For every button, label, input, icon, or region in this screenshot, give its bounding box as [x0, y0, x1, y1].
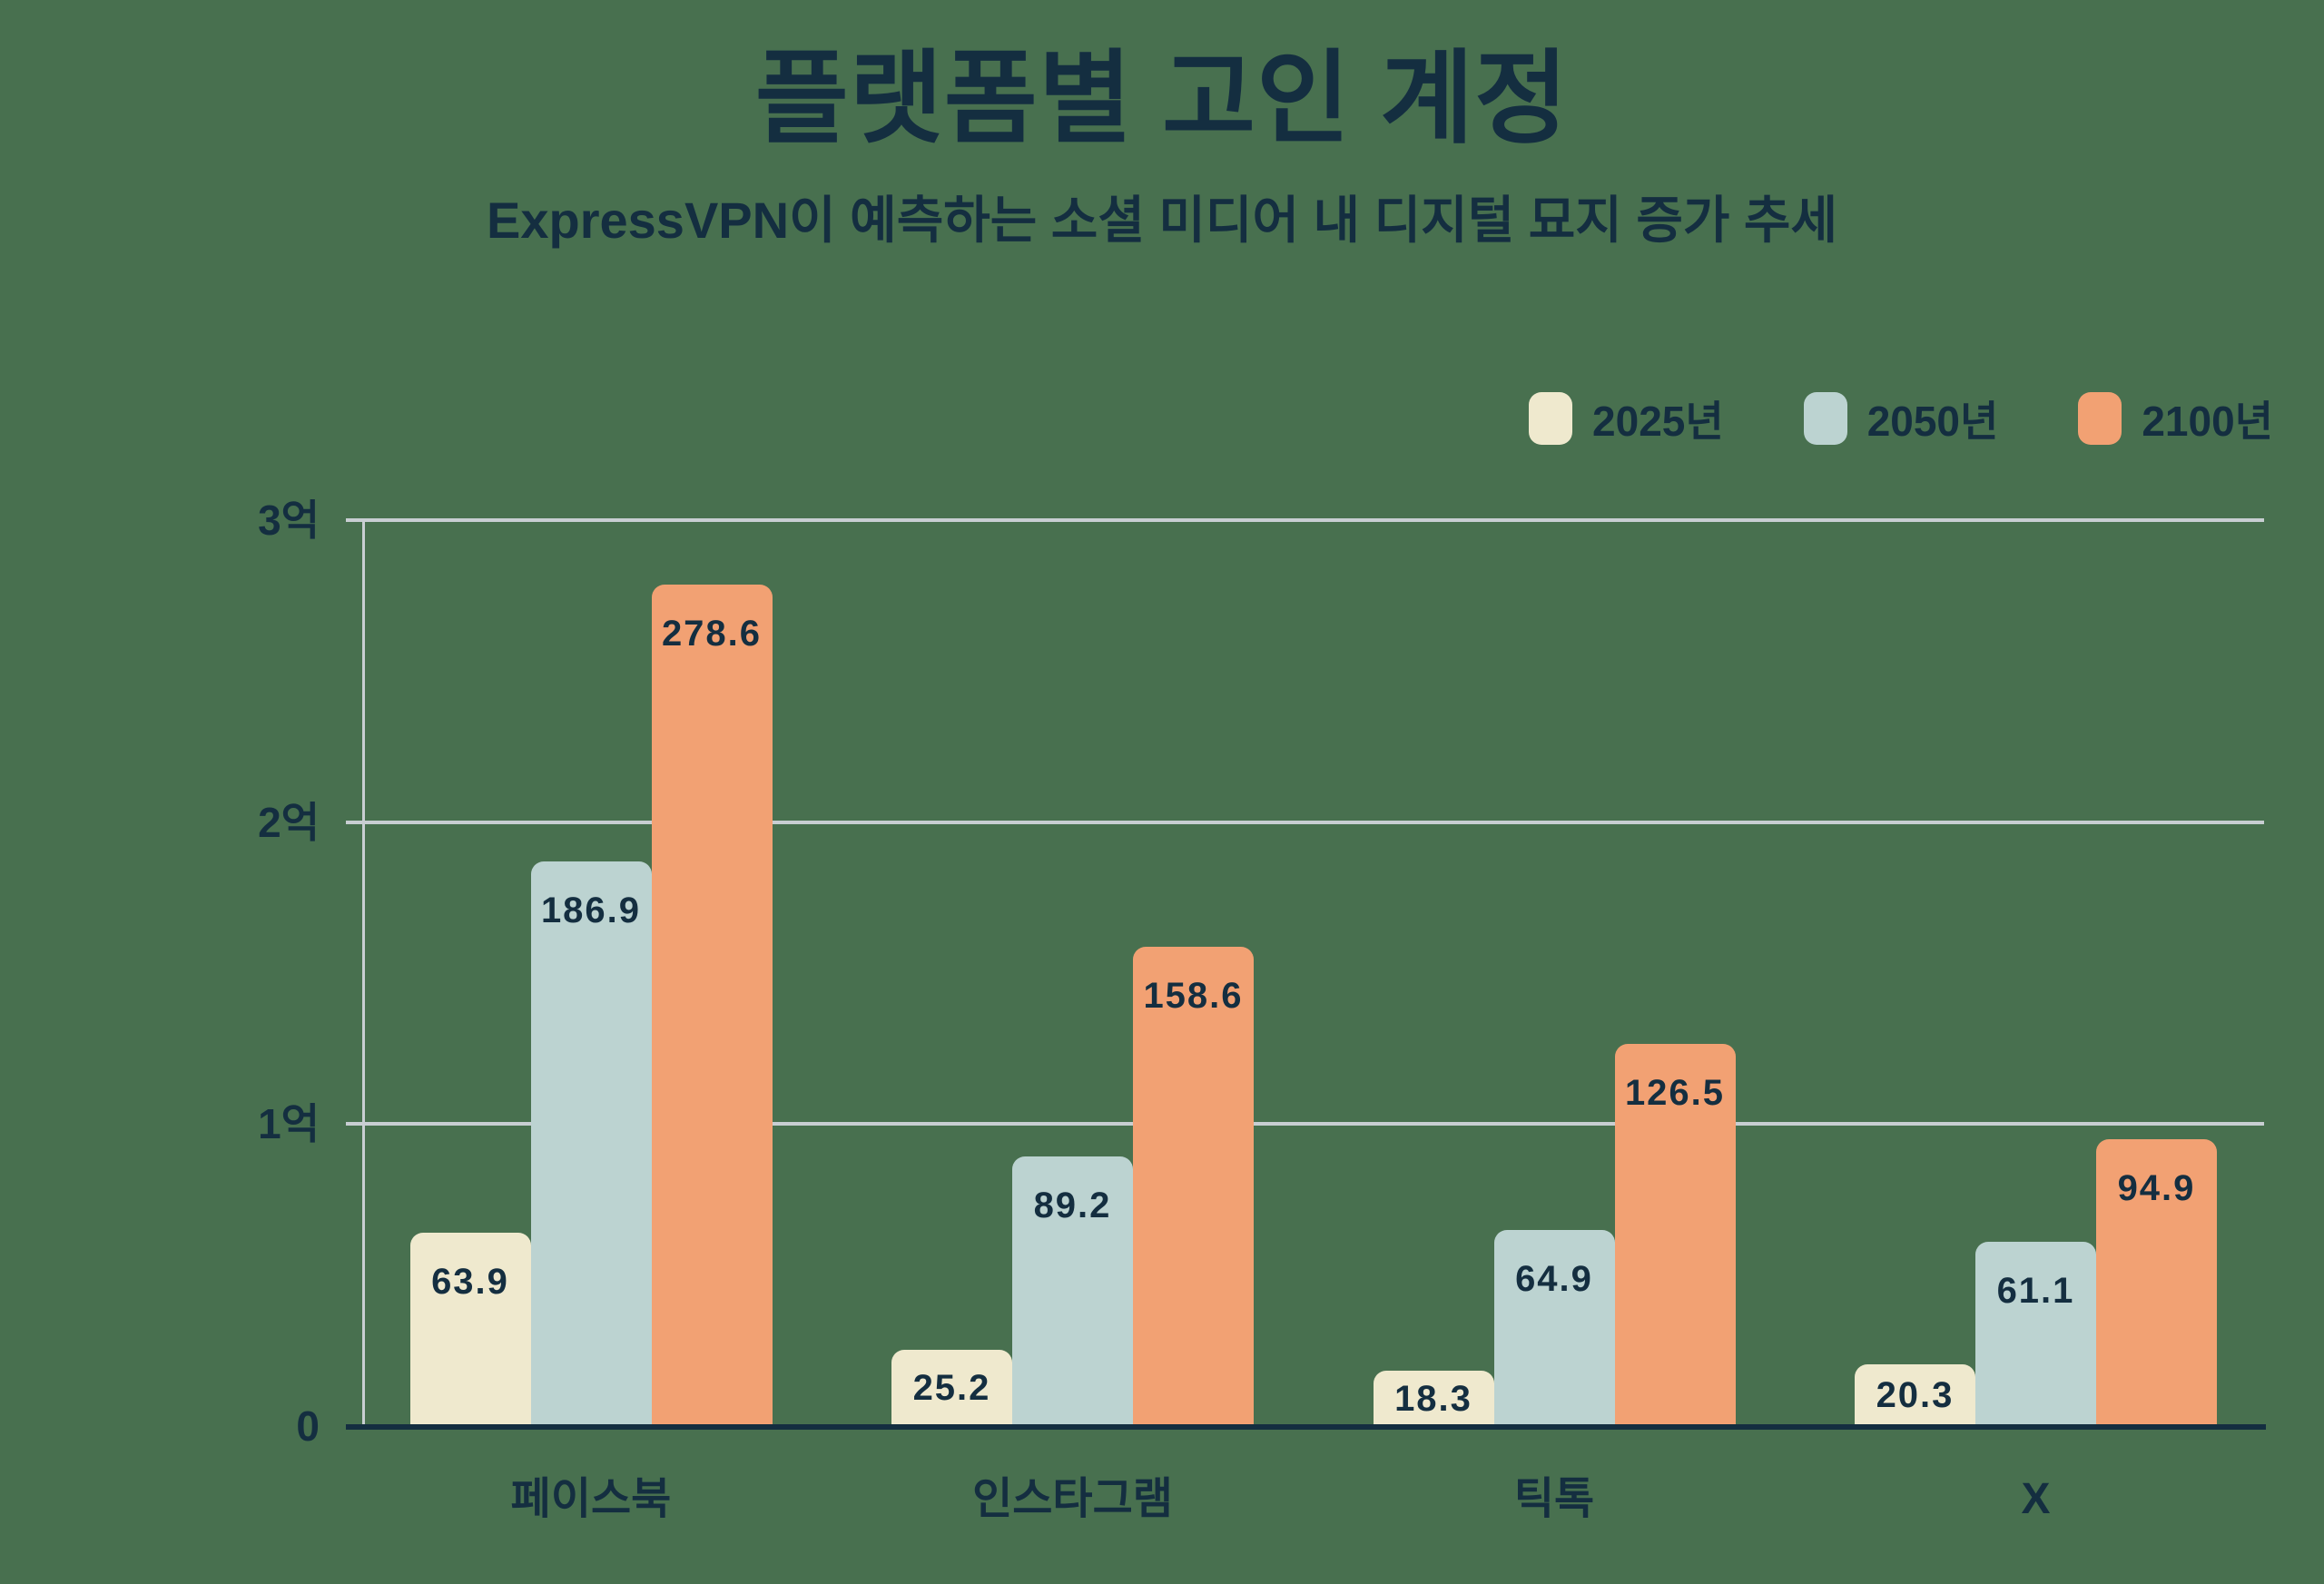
y-tick-label-0: 0 — [296, 1402, 320, 1450]
bar-value-label: 94.9 — [2117, 1168, 2196, 1209]
legend-label-2100년: 2100년 — [2142, 398, 2273, 445]
legend: 2025년 2050년 2100년 — [1529, 389, 2273, 448]
gridline-2억 — [346, 820, 2264, 824]
legend-item-2100년: 2100년 — [2078, 389, 2273, 448]
category-label-인스타그램: 인스타그램 — [972, 1475, 1173, 1523]
bar-틱톡-2100년: 126.5 — [1614, 1044, 1736, 1426]
y-axis-line — [362, 519, 365, 1426]
category-label-페이스북: 페이스북 — [510, 1475, 672, 1523]
bar-value-label: 20.3 — [1876, 1375, 1955, 1416]
chart-subtitle: ExpressVPN이 예측하는 소셜 미디어 내 디지털 묘지 증가 추세 — [487, 192, 1837, 249]
bar-인스타그램-2100년: 158.6 — [1133, 947, 1254, 1426]
bar-value-label: 64.9 — [1515, 1259, 1593, 1300]
bar-value-label: 278.6 — [661, 614, 763, 654]
bar-틱톡-2050년: 64.9 — [1493, 1230, 1615, 1426]
bar-페이스북-2025년: 63.9 — [409, 1233, 531, 1426]
y-tick-label-3억: 3억 — [258, 496, 320, 544]
bar-인스타그램-2025년: 25.2 — [891, 1350, 1012, 1426]
legend-swatch-2100년 — [2078, 392, 2122, 445]
bar-value-label: 61.1 — [1996, 1270, 2075, 1311]
bar-X-2100년: 94.9 — [2096, 1139, 2217, 1426]
legend-swatch-2025년 — [1529, 392, 1573, 445]
bar-value-label: 63.9 — [431, 1262, 509, 1303]
y-tick-label-1억: 1억 — [258, 1100, 320, 1148]
legend-item-2050년: 2050년 — [1803, 389, 1999, 448]
bar-페이스북-2100년: 278.6 — [651, 585, 773, 1426]
bar-value-label: 158.6 — [1143, 976, 1244, 1017]
x-axis-line — [346, 1424, 2266, 1430]
gridline-3억 — [346, 517, 2264, 522]
category-label-X: X — [2021, 1475, 2051, 1523]
category-label-틱톡: 틱톡 — [1513, 1475, 1595, 1523]
bar-value-label: 126.5 — [1624, 1073, 1726, 1114]
bar-value-label: 25.2 — [912, 1368, 991, 1409]
bar-인스타그램-2050년: 89.2 — [1012, 1156, 1133, 1426]
legend-label-2050년: 2050년 — [1866, 398, 1999, 445]
bar-value-label: 18.3 — [1394, 1378, 1472, 1419]
y-tick-label-2억: 2억 — [258, 798, 320, 846]
bar-틱톡-2025년: 18.3 — [1373, 1371, 1494, 1426]
bar-value-label: 89.2 — [1033, 1186, 1112, 1226]
bar-페이스북-2050년: 186.9 — [530, 861, 652, 1426]
legend-label-2025년: 2025년 — [1592, 398, 1724, 445]
bar-value-label: 186.9 — [540, 890, 642, 931]
bar-X-2025년: 20.3 — [1855, 1364, 1975, 1426]
legend-swatch-2050년 — [1803, 392, 1847, 445]
gridline-1억 — [346, 1122, 2264, 1127]
chart-title: 플랫폼별 고인 계정 — [754, 42, 1570, 155]
legend-item-2025년: 2025년 — [1529, 389, 1724, 448]
bar-X-2050년: 61.1 — [1975, 1241, 2096, 1426]
